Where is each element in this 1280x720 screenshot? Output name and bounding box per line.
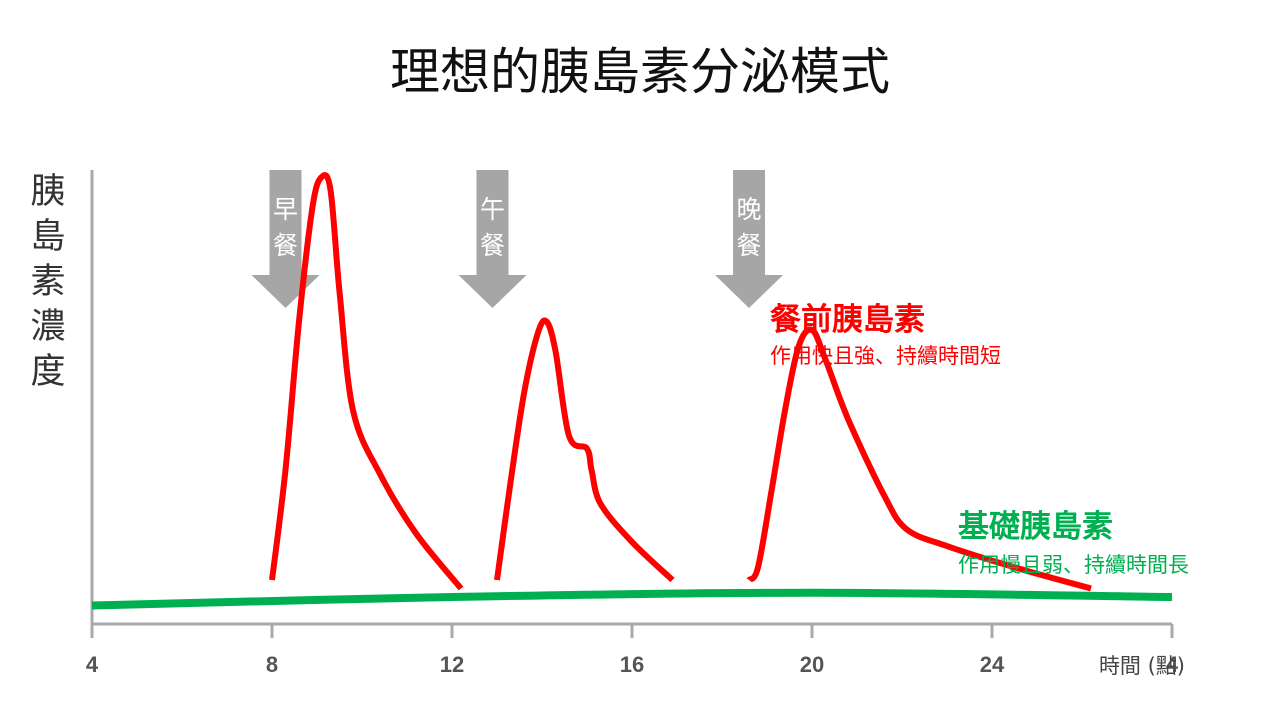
meal-label-char: 早 <box>273 195 298 224</box>
legend-sub-basal: 作用慢且弱、持續時間長 <box>958 553 1189 577</box>
meal-label-char: 午 <box>480 195 505 224</box>
chart-series <box>91 171 1173 610</box>
meal-arrow-shape <box>251 170 320 308</box>
series-line-prandial-peak <box>269 171 464 591</box>
y-axis-label: 胰島素濃度 <box>30 172 66 392</box>
x-tick-label: 12 <box>440 652 464 677</box>
legend-title-basal: 基礎胰島素 <box>958 509 1113 545</box>
series-line-prandial-peak <box>494 317 675 583</box>
x-axis-label: 時間 (點) <box>1099 654 1185 678</box>
meal-label-char: 餐 <box>736 231 761 260</box>
chart-axes: 4 8 12 16 20 24 4時間 (點) <box>86 170 1185 678</box>
x-tick-label: 4 <box>1166 652 1179 677</box>
meal-arrow: 晚餐 <box>715 170 783 308</box>
meal-label-char: 晚 <box>736 195 761 224</box>
series-line-prandial-peak <box>746 326 1092 592</box>
chart-legend: 餐前胰島素 作用快且強、持續時間短 基礎胰島素 作用慢且弱、持續時間長 <box>770 302 1189 577</box>
series-line-basal <box>91 588 1173 610</box>
meal-arrow-shape <box>458 170 527 308</box>
legend-title-prandial: 餐前胰島素 <box>770 302 925 338</box>
meal-label-char: 餐 <box>480 231 505 260</box>
x-tick-label: 20 <box>800 652 824 677</box>
x-tick-label: 24 <box>980 652 1005 677</box>
meal-arrow-shape <box>715 170 783 308</box>
x-tick-label: 4 <box>86 652 99 677</box>
meal-label-char: 餐 <box>273 231 298 260</box>
meal-arrow: 早餐 <box>251 170 320 308</box>
meal-arrow: 午餐 <box>458 170 527 308</box>
x-tick-label: 8 <box>266 652 278 677</box>
x-tick-label: 16 <box>620 652 644 677</box>
page-title: 理想的胰島素分泌模式 <box>390 43 890 101</box>
legend-sub-prandial: 作用快且強、持續時間短 <box>770 344 1001 368</box>
